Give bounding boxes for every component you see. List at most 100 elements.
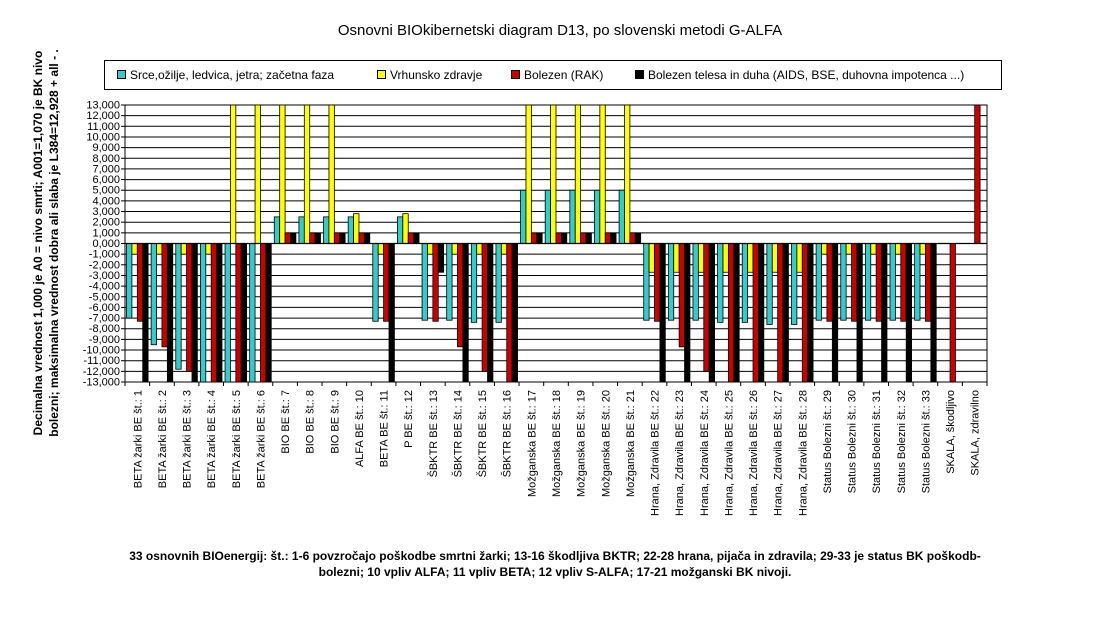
x-tick-label: Možganska BE št.: 21 (625, 390, 637, 497)
bar (974, 104, 981, 244)
bar (284, 232, 291, 244)
y-tick-label: 0,000 (92, 238, 120, 250)
bar (856, 243, 863, 383)
bar (279, 104, 286, 244)
bar (339, 232, 346, 244)
bar (506, 243, 513, 383)
bar (752, 243, 759, 383)
bar (481, 243, 488, 372)
bar (216, 243, 223, 383)
bar (703, 243, 710, 372)
bar (930, 243, 937, 383)
bar (741, 243, 749, 323)
bar (895, 243, 902, 255)
bar (363, 232, 371, 244)
y-tick-label: -5,000 (89, 291, 120, 303)
bar (618, 189, 625, 244)
legend-swatch-cyan (117, 70, 126, 80)
y-tick-label: 1,000 (92, 227, 120, 239)
bar (487, 243, 494, 383)
y-tick-label: -3,000 (89, 270, 120, 282)
bar (451, 243, 458, 255)
bar (323, 216, 330, 244)
y-tick-label: 7,000 (92, 163, 120, 175)
bar (659, 243, 666, 383)
y-tick-label: 8,000 (92, 153, 120, 165)
x-tick-label: BETA žarki BE št.: 2 (157, 390, 169, 488)
y-tick-label: 4,000 (92, 195, 120, 207)
bar (796, 243, 803, 273)
legend-swatch-black (635, 70, 644, 80)
bar (643, 243, 650, 321)
bar (561, 232, 568, 244)
bar (525, 104, 532, 244)
bar (569, 189, 576, 244)
y-tick-label: 2,000 (92, 217, 120, 229)
y-tick-label: 11,000 (87, 121, 120, 133)
chart-caption: 33 osnovnih BIOenergij: št.: 1-6 povzroč… (129, 549, 981, 579)
bar (667, 243, 675, 321)
bar (777, 243, 784, 383)
y-tick-label: -7,000 (89, 313, 120, 325)
legend-label: Bolezen telesa in duha (AIDS, BSE, duhov… (648, 68, 965, 82)
bar (476, 243, 483, 255)
bar (314, 232, 321, 244)
x-tick-label: BIO BE št.: 9 (329, 390, 341, 454)
y-tick-label: -13,000 (83, 377, 120, 389)
x-tick-label: BETA žarki BE št.: 5 (231, 390, 243, 488)
bar (821, 243, 828, 255)
bar (905, 243, 913, 383)
bar (156, 243, 163, 255)
bar (747, 243, 754, 273)
bar (500, 243, 508, 255)
x-tick-label: Hrana, Zdravila BE št.: 25 (723, 390, 735, 516)
bar (230, 104, 237, 244)
bar (397, 216, 404, 244)
bar (544, 189, 552, 244)
x-tick-label: Status Bolezni št.: 29 (822, 390, 834, 493)
x-tick-label: P BE št.: 12 (403, 390, 415, 448)
y-tick-label: -1,000 (89, 249, 120, 261)
bar (511, 243, 518, 383)
bar (629, 232, 636, 244)
bar (235, 243, 242, 383)
y-tick-label: -6,000 (89, 302, 120, 314)
bar (624, 104, 631, 244)
x-tick-label: Status Bolezni št.: 30 (847, 390, 859, 493)
bar (265, 243, 272, 383)
bar (900, 243, 907, 322)
x-tick-label: Možganska BE št.: 19 (576, 390, 588, 497)
bar (673, 243, 680, 273)
y-tick-label: 5,000 (92, 185, 120, 197)
bar (914, 243, 921, 321)
bar (358, 232, 365, 244)
bar (599, 104, 606, 244)
bar (249, 243, 256, 383)
x-tick-label: ALFA BE št.: 10 (354, 390, 366, 467)
bar (372, 243, 379, 322)
y-tick-label: -12,000 (83, 366, 120, 378)
x-tick-label: Hrana, Zdravila BE št.: 27 (773, 390, 785, 516)
bar (574, 104, 582, 244)
bar (402, 213, 409, 244)
x-tick-label: BETA žarki BE št.: 3 (182, 390, 194, 488)
legend-item-vrhunsko: Vrhunsko zdravje (377, 61, 482, 89)
bar (536, 232, 543, 244)
x-tick-label: ŠBKTR BE št.: 16 (501, 390, 514, 477)
bar (875, 243, 882, 322)
legend-label: Vrhunsko zdravje (390, 68, 483, 82)
bar (919, 243, 926, 255)
bar (353, 213, 360, 244)
bar (758, 243, 765, 383)
x-tick-label: Možganska BE št.: 20 (600, 390, 612, 497)
bar (550, 104, 557, 244)
x-tick-label: BETA žarki BE št.: 6 (255, 390, 267, 488)
bar (604, 232, 612, 244)
bar (771, 243, 779, 273)
bar (495, 243, 502, 323)
bar (388, 243, 395, 383)
bar (126, 243, 133, 319)
bar (303, 104, 311, 244)
bar (648, 243, 655, 273)
